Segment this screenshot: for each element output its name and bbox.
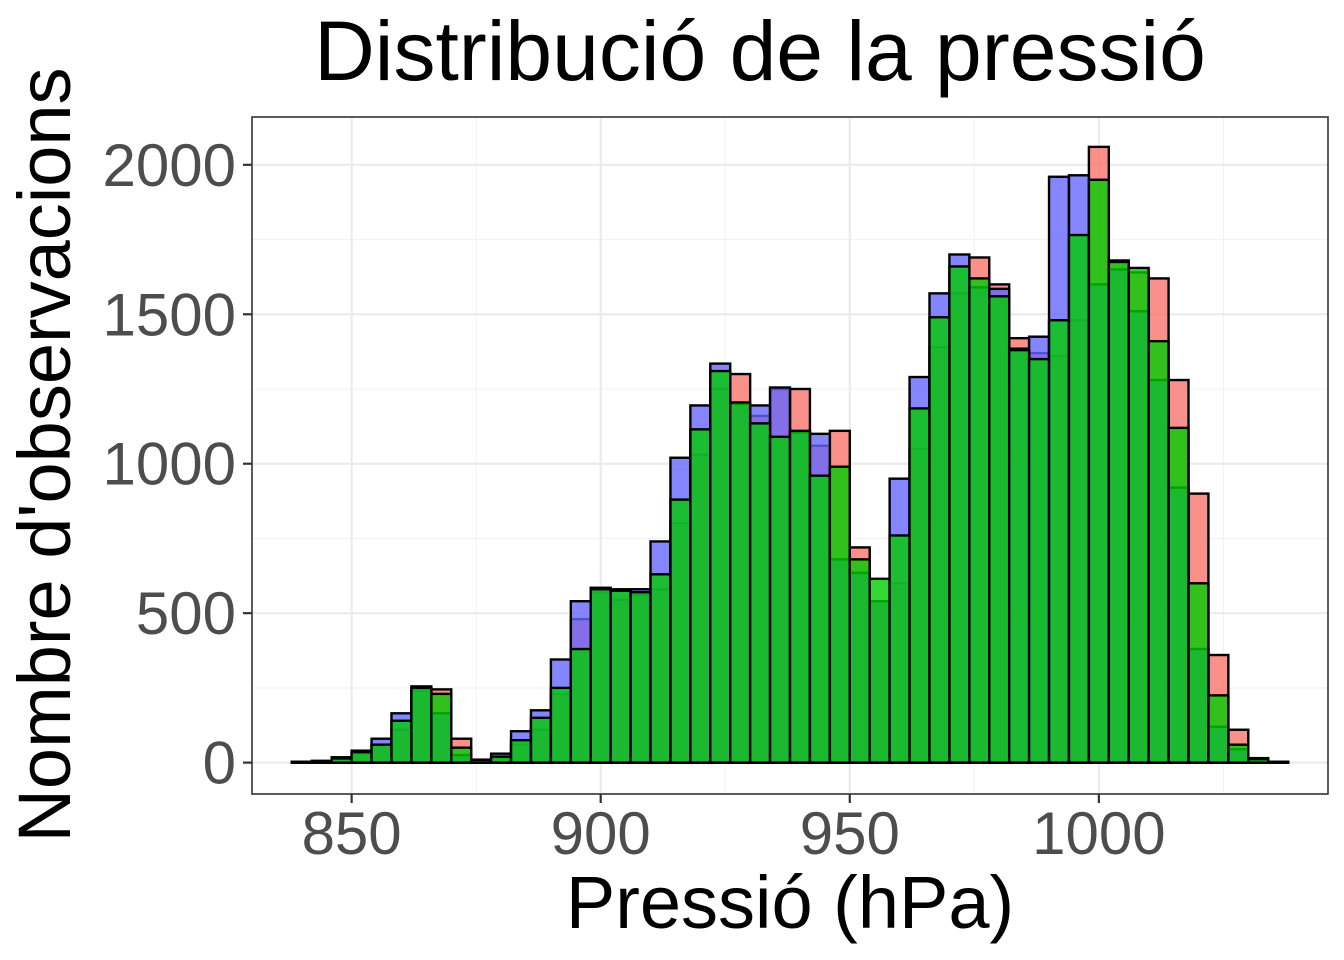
histogram-bar bbox=[1007, 348, 1031, 764]
histogram-bar bbox=[788, 429, 812, 764]
histogram-bar bbox=[569, 647, 592, 764]
y-tick-label: 500 bbox=[136, 580, 236, 647]
histogram-bar bbox=[1147, 339, 1170, 764]
x-tick-label: 950 bbox=[800, 800, 900, 867]
histogram-bar bbox=[848, 558, 871, 764]
histogram-bar bbox=[748, 422, 772, 764]
histogram-bar bbox=[310, 759, 333, 764]
histogram-bar bbox=[469, 758, 493, 764]
histogram-bar bbox=[509, 738, 533, 764]
histogram-bar bbox=[729, 401, 752, 764]
histogram-bar bbox=[1107, 260, 1130, 764]
histogram-bar bbox=[1247, 757, 1270, 764]
y-tick-label: 1000 bbox=[103, 431, 236, 498]
histogram-bar bbox=[290, 760, 313, 764]
histogram-bar bbox=[948, 265, 971, 764]
chart-title: Distribució de la pressió bbox=[314, 4, 1206, 98]
histogram-bar bbox=[489, 755, 513, 764]
histogram-bar bbox=[808, 474, 832, 764]
histogram-bar bbox=[968, 277, 991, 764]
histogram-bar bbox=[988, 295, 1011, 764]
histogram-bar bbox=[390, 719, 413, 764]
histogram-bar bbox=[1067, 233, 1091, 764]
histogram-bar bbox=[828, 465, 851, 764]
histogram-bar bbox=[410, 686, 433, 764]
histogram-bar bbox=[1047, 319, 1071, 764]
y-axis-title: Nombre d'observacions bbox=[3, 67, 86, 842]
y-tick-label: 1500 bbox=[103, 281, 236, 348]
histogram-bar bbox=[430, 692, 453, 764]
x-tick-label: 900 bbox=[551, 800, 651, 867]
histogram-series-3 bbox=[290, 178, 1290, 764]
histogram-bar bbox=[908, 407, 931, 764]
histogram-bar bbox=[629, 591, 652, 764]
histogram-bar bbox=[928, 316, 951, 764]
histogram-bar bbox=[1127, 266, 1150, 764]
histogram-bar bbox=[1267, 760, 1290, 764]
histogram-bar bbox=[709, 369, 732, 764]
histogram-bar bbox=[529, 716, 553, 764]
histogram-bar bbox=[1167, 426, 1190, 764]
x-tick-label: 850 bbox=[302, 800, 402, 867]
histogram-bar bbox=[888, 534, 911, 764]
histogram-bar bbox=[868, 577, 891, 764]
histogram-bar bbox=[1027, 357, 1051, 764]
histogram-bar bbox=[649, 573, 672, 764]
y-tick-label: 0 bbox=[203, 730, 236, 797]
axes: 850 900 950 1000 0 500 1000 1500 2000 bbox=[103, 132, 1166, 867]
histogram-bar bbox=[669, 498, 692, 764]
histogram-bar bbox=[609, 589, 632, 764]
histogram-bars bbox=[290, 145, 1290, 764]
histogram-bar bbox=[689, 428, 712, 764]
histogram-bar bbox=[549, 686, 573, 764]
x-tick-label: 1000 bbox=[1032, 800, 1165, 867]
histogram-bar bbox=[330, 757, 353, 764]
y-tick-label: 2000 bbox=[103, 132, 236, 199]
histogram-bar bbox=[1207, 694, 1230, 764]
histogram-bar bbox=[1187, 582, 1210, 764]
x-axis-title: Pressió (hPa) bbox=[566, 861, 1014, 944]
panel-border bbox=[251, 116, 1329, 795]
histogram-bar bbox=[350, 750, 373, 764]
histogram-bar bbox=[1087, 178, 1111, 764]
histogram-bar bbox=[450, 746, 473, 764]
histogram-bar bbox=[1227, 743, 1250, 764]
histogram-bar bbox=[768, 435, 792, 764]
histogram-bar bbox=[370, 743, 393, 764]
histogram-bar bbox=[589, 588, 612, 764]
